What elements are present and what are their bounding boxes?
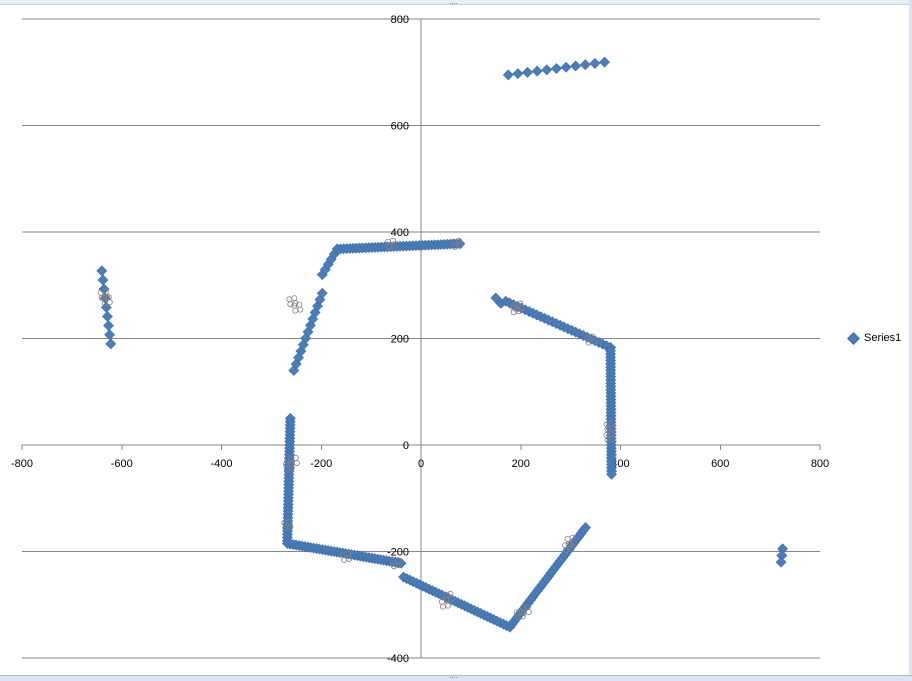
data-point-ring [297,306,304,313]
window-right-edge [909,0,912,680]
data-point-ring [292,307,299,314]
data-point [522,66,533,78]
data-point [599,56,610,68]
data-point-ring [282,524,289,531]
data-point-ring [98,294,105,301]
data-point [606,468,617,480]
data-point [589,57,601,69]
data-point-ring [563,547,570,554]
data-point [96,265,108,277]
window-top-edge [0,0,912,5]
top-resize-grip[interactable]: .... [449,0,458,6]
y-tick-label: -200 [387,547,409,559]
data-point [531,65,543,77]
data-point [502,69,514,81]
data-point-ring [106,299,113,306]
data-point [580,522,592,533]
data-point [579,59,591,71]
legend: Series1 [847,331,902,345]
y-tick-label: 200 [391,334,409,346]
data-point-ring [514,614,521,621]
data-point [316,287,328,299]
data-point-ring [293,459,300,466]
y-tick-label: 800 [391,14,409,26]
data-point-ring [287,301,294,308]
data-point-ring [439,603,446,610]
data-point-ring [101,300,108,307]
data-point [103,320,114,332]
data-point-ring [585,339,592,346]
data-point-ring [286,296,293,303]
data-point-ring [520,610,527,617]
data-point-ring [283,466,290,473]
data-point-ring [604,437,611,444]
data-point [105,338,117,350]
data-point-ring [525,609,532,616]
data-point-ring [604,426,611,433]
data-point-ring [341,556,348,563]
legend-label-series1: Series1 [864,332,902,344]
x-tick-label: -600 [111,458,133,470]
data-point-ring [510,309,517,316]
data-point [775,556,787,568]
x-tick-label: -200 [310,458,332,470]
y-tick-label: 600 [391,121,409,133]
data-point [541,64,553,76]
y-tick-label: 0 [403,440,409,452]
y-tick-label: -400 [387,653,409,665]
data-point [97,274,109,286]
data-point-ring [391,563,398,570]
data-point [512,68,524,80]
window-bottom-edge [0,675,912,681]
bottom-resize-grip[interactable]: .... [449,671,458,680]
y-tick-label: 400 [391,227,409,239]
data-point [570,60,582,72]
x-tick-label: -400 [210,458,232,470]
data-point-ring [451,243,458,250]
data-point [100,301,112,313]
data-point-ring [386,243,393,250]
legend-diamond-icon [847,331,860,345]
x-tick-label: 200 [512,458,530,470]
x-tick-label: 0 [418,458,424,470]
x-tick-label: -800 [11,458,33,470]
data-point-ring [288,460,295,467]
x-tick-label: 800 [811,458,829,470]
data-point [560,61,572,73]
data-point-ring [291,295,298,302]
data-point [98,283,110,295]
data-point [550,63,562,74]
data-point-ring [444,602,451,609]
data-point [101,311,113,322]
data-point-ring [564,535,571,542]
x-tick-label: 600 [711,458,729,470]
